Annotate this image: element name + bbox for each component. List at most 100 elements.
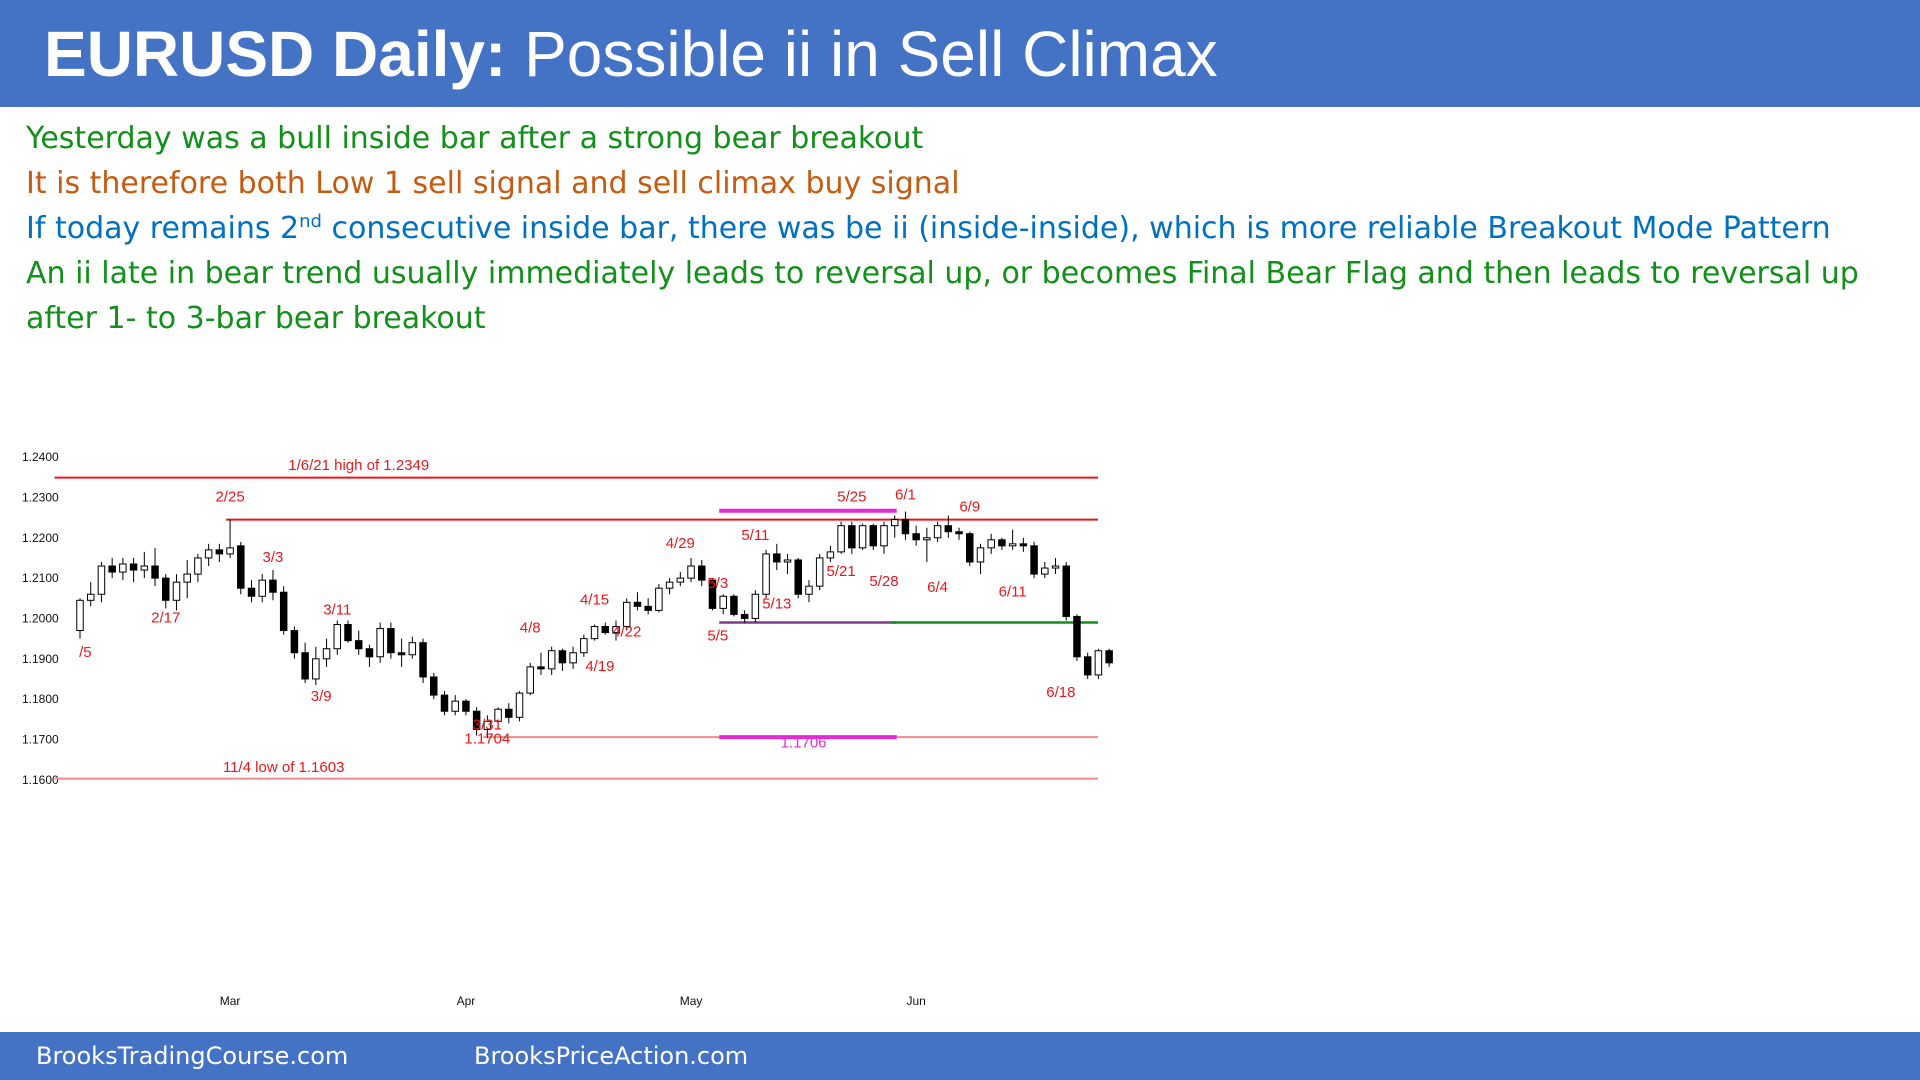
candle-body [762,553,770,595]
candle-body [698,565,706,581]
candle-body [108,565,116,573]
candle-body [976,547,985,563]
title-bar: EURUSD Daily: Possible ii in Sell Climax [0,0,1920,107]
candle-body [215,549,224,555]
candle-body [955,531,963,535]
candle-body [494,708,502,722]
x-month-label: Jun [906,994,925,1008]
candle-body [773,553,781,563]
candle-body [451,700,459,712]
candle-body [1041,567,1049,575]
candle-body [837,525,845,553]
candle-body [226,547,234,555]
x-month-label: May [680,994,703,1008]
candle-body [258,579,266,597]
chart-annotation: 11/4 low of 1.1603 [223,759,344,776]
candle-body [923,537,931,541]
commentary-line-4: An ii late in bear trend usually immedia… [26,256,1859,336]
candle-body [237,545,245,589]
candle-body [162,577,170,601]
candle-body [890,519,899,527]
candle-body [622,601,631,628]
footer-bar: BrooksTradingCourse.com BrooksPriceActio… [0,1032,1920,1080]
footer-link-price-action[interactable]: BrooksPriceAction.com [474,1042,749,1070]
chart-annotation: 3/9 [311,688,332,705]
candle-body [290,630,299,654]
y-tick-label: 1.2300 [22,490,59,504]
candle-body [462,700,470,712]
candle-body [633,601,642,607]
candle-body [826,551,835,559]
candle-body [119,563,127,573]
candle-body [172,581,181,601]
chart-annotation: 3/3 [263,549,284,566]
chart-annotation: 6/18 [1046,684,1075,701]
candle-body [183,573,191,583]
candle-body [805,585,813,595]
candle-body [526,666,534,694]
y-tick-label: 1.1900 [22,652,59,666]
chart-annotation: 5/11 [741,527,769,544]
candle-body [408,642,417,656]
candle-body [601,626,610,634]
slide-title: EURUSD Daily: Possible ii in Sell Climax [44,14,1218,94]
candle-body [869,525,878,547]
candle-body [247,587,256,597]
candle-body [998,539,1006,547]
candle-body [580,638,588,654]
candle-body [269,579,277,593]
candle-body [483,720,492,730]
chart-annotation: 1/6/21 high of 1.2349 [288,457,429,474]
commentary-line-3-end: consecutive inside bar, there was be ii … [321,211,1831,246]
candle-body [858,525,867,549]
candle-body [644,605,652,611]
candle-body [376,628,384,658]
candle-body [472,710,481,730]
chart-annotation: 2/17 [151,609,180,626]
candle-body [880,525,888,547]
candle-body [279,591,288,632]
commentary-line-1: Yesterday was a bull inside bar after a … [26,121,924,156]
candle-body [1019,543,1028,547]
chart-annotation: 5/21 [827,563,856,580]
candle-body [708,579,717,609]
candle-body [1062,565,1070,617]
chart-annotation: 5/13 [762,595,791,612]
candle-body [440,694,449,712]
candle-body [1051,565,1060,569]
y-tick-label: 1.1600 [22,773,59,787]
commentary: Yesterday was a bull inside bar after a … [26,116,1906,341]
candle-body [537,666,545,670]
candle-body [322,648,331,660]
candle-body [419,642,427,678]
candle-body [794,559,802,595]
candle-body [1008,543,1017,547]
chart-annotation: 5/28 [869,573,898,590]
candle-body [901,519,910,535]
footer-link-trading-course[interactable]: BrooksTradingCourse.com [36,1042,349,1070]
candle-body [505,708,513,718]
price-chart: 1.1600 1.1700 1.1800 1.1900 1.2000 1.2100 1.22… [0,420,1120,1020]
slide-title-bold: EURUSD Daily: [44,18,507,90]
candle-body [129,563,138,571]
candle-body [194,557,202,575]
candle-body [387,628,395,654]
candle-body [783,559,792,563]
candle-body [719,595,727,609]
candle-body [933,525,942,539]
slide-title-rest: Possible ii in Sell Climax [524,18,1218,90]
chart-annotation: 6/1 [895,486,916,503]
candlestick-chart: 1.1600 1.1700 1.1800 1.1900 1.2000 1.2100 1.22… [22,450,1113,1008]
candle-body [430,676,438,696]
chart-annotation: 6/11 [999,583,1027,600]
candle-body [655,587,663,611]
candle-body [344,624,352,642]
candle-body [140,565,149,571]
chart-annotation: 2/25 [215,488,244,505]
candle-body [1094,650,1103,676]
chart-annotation: 4/19 [585,658,614,675]
x-month-label: Mar [220,994,241,1008]
candle-body [515,692,524,718]
commentary-line-2: It is therefore both Low 1 sell signal a… [26,166,960,201]
chart-annotation: 6/9 [959,499,980,516]
